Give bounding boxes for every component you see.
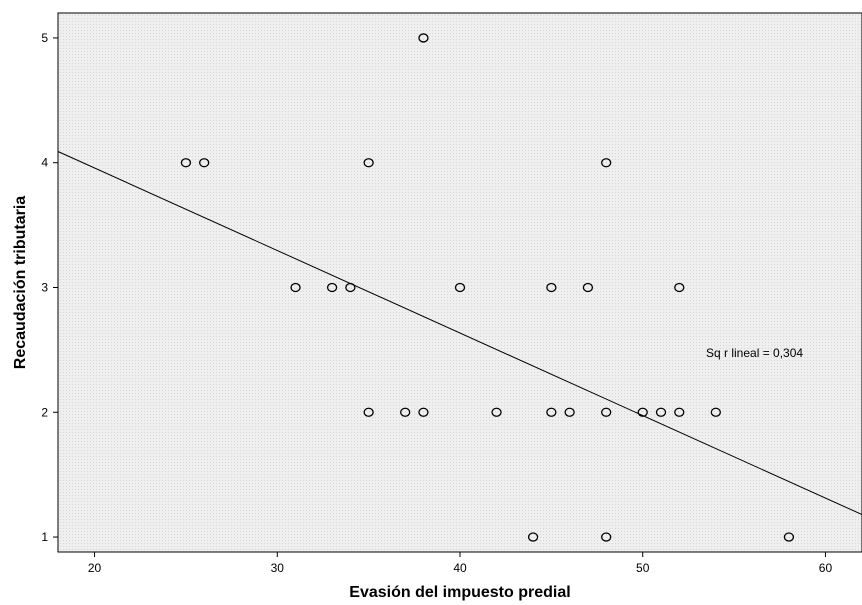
r-squared-annotation: Sq r lineal = 0,304 bbox=[706, 346, 803, 360]
y-tick-label: 3 bbox=[41, 280, 48, 294]
data-point bbox=[564, 407, 575, 417]
x-axis-title: Evasión del impuesto predial bbox=[349, 584, 570, 601]
x-tick-label: 20 bbox=[88, 561, 102, 575]
data-point bbox=[418, 33, 429, 43]
data-point bbox=[674, 282, 685, 293]
y-tick-label: 4 bbox=[41, 156, 48, 170]
x-tick-label: 40 bbox=[453, 561, 467, 575]
plot-area bbox=[57, 12, 862, 553]
y-tick-label: 1 bbox=[41, 530, 48, 544]
x-tick-label: 60 bbox=[819, 561, 833, 575]
data-point bbox=[199, 158, 210, 168]
x-tick-label: 30 bbox=[271, 561, 285, 575]
data-point bbox=[601, 407, 612, 417]
data-point bbox=[363, 407, 374, 417]
data-point bbox=[290, 282, 301, 293]
data-point bbox=[180, 158, 192, 168]
y-axis-title: Recaudación tributaria bbox=[12, 196, 29, 369]
data-point bbox=[710, 407, 721, 417]
data-point bbox=[418, 407, 429, 417]
fit-line bbox=[57, 151, 862, 516]
data-point bbox=[674, 407, 685, 417]
data-point bbox=[783, 532, 795, 542]
data-point bbox=[400, 407, 411, 417]
data-point bbox=[326, 282, 338, 293]
data-point bbox=[491, 407, 502, 417]
data-point bbox=[546, 282, 557, 293]
data-point bbox=[655, 407, 667, 417]
x-tick-label: 50 bbox=[636, 561, 650, 575]
data-point bbox=[345, 282, 356, 293]
data-point bbox=[582, 282, 594, 293]
data-point bbox=[527, 532, 539, 542]
data-point bbox=[601, 158, 612, 168]
data-point bbox=[363, 158, 374, 168]
y-tick-label: 2 bbox=[41, 405, 48, 419]
y-tick-label: 5 bbox=[41, 31, 48, 45]
data-point bbox=[601, 532, 612, 542]
data-point bbox=[546, 407, 557, 417]
data-point bbox=[637, 407, 648, 417]
data-point bbox=[454, 282, 466, 293]
